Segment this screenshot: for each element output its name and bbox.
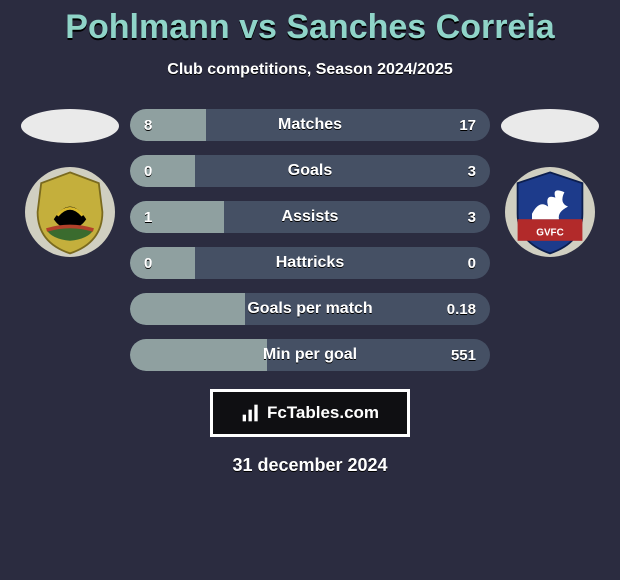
stat-row: 1Assists3 <box>130 201 490 233</box>
branding-box: FcTables.com <box>210 389 410 437</box>
stat-row: 0Goals3 <box>130 155 490 187</box>
stat-label: Matches <box>130 116 490 134</box>
club-right-badge: GVFC <box>505 167 595 257</box>
stat-label: Min per goal <box>130 346 490 364</box>
player-right-silhouette <box>501 109 599 143</box>
stat-row: 0Hattricks0 <box>130 247 490 279</box>
stat-row: Min per goal551 <box>130 339 490 371</box>
stat-label: Goals <box>130 162 490 180</box>
player-left-silhouette <box>21 109 119 143</box>
stat-row: Goals per match0.18 <box>130 293 490 325</box>
chart-icon <box>241 403 261 423</box>
player-right-column: GVFC <box>490 109 610 257</box>
page-title: Pohlmann vs Sanches Correia <box>0 0 620 47</box>
snapshot-date: 31 december 2024 <box>0 455 620 476</box>
svg-text:GVFC: GVFC <box>536 227 563 238</box>
stat-label: Goals per match <box>130 300 490 318</box>
branding-text: FcTables.com <box>267 403 379 423</box>
stat-label: Hattricks <box>130 254 490 272</box>
club-left-badge <box>25 167 115 257</box>
club-right-crest-icon: GVFC <box>505 167 595 257</box>
stat-bars: 8Matches17 0Goals3 1Assists3 0Hattricks0 Goa… <box>130 109 490 371</box>
comparison-main: 8Matches17 0Goals3 1Assists3 0Hattricks0 Goa… <box>0 109 620 371</box>
stat-label: Assists <box>130 208 490 226</box>
subtitle: Club competitions, Season 2024/2025 <box>0 61 620 79</box>
stat-row: 8Matches17 <box>130 109 490 141</box>
player-left-column <box>10 109 130 257</box>
club-left-crest-icon <box>25 167 115 257</box>
